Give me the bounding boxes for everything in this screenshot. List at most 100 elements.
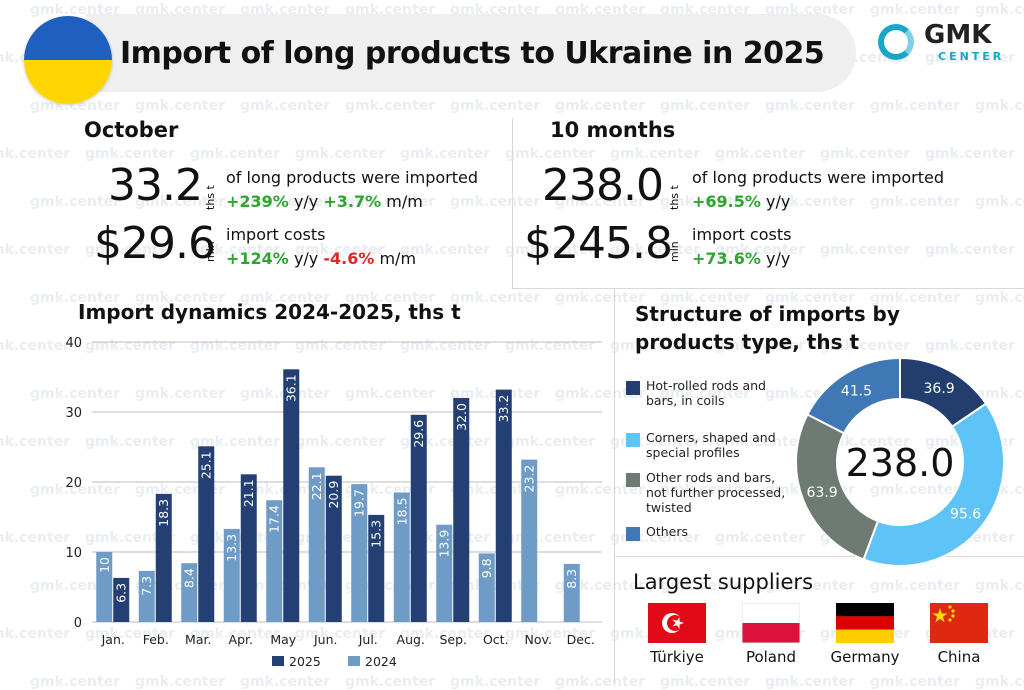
ten-months-cost-unit: mln (668, 241, 681, 262)
bar-value-label: 18.5 (394, 498, 409, 526)
watermark-text: gmk.center (400, 146, 491, 162)
x-tick-label: Feb. (143, 632, 169, 647)
watermark-text: gmk.center (975, 2, 1024, 18)
legend-label: Corners, shaped and special profiles (646, 430, 776, 460)
turkey-flag-icon (648, 603, 706, 643)
y-tick-label: 10 (65, 546, 82, 561)
ten-months-yy-label: y/y (766, 192, 791, 211)
bar-value-label: 8.4 (182, 568, 197, 588)
ten-months-volume-yy: +69.5% (692, 192, 761, 211)
watermark-text: gmk.center (975, 98, 1024, 114)
watermark-text: gmk.center (240, 98, 331, 114)
donut-value-label: 95.6 (950, 507, 981, 523)
bar-value-label: 6.3 (114, 583, 129, 603)
october-volume-change: +239% y/y +3.7% m/m (226, 192, 423, 211)
watermark-text: gmk.center (555, 290, 646, 306)
legend-swatch (626, 381, 640, 395)
watermark-text: gmk.center (870, 674, 961, 690)
bar-2025 (410, 414, 427, 622)
october-cost-mm: -4.6% (323, 249, 375, 268)
suppliers-heading: Largest suppliers (633, 570, 814, 594)
watermark-text: gmk.center (135, 98, 226, 114)
x-tick-label: Jun. (313, 632, 338, 647)
watermark-text: gmk.center (450, 98, 541, 114)
ten-months-cost-desc: import costs (692, 225, 792, 244)
divider-vertical-bottom (614, 288, 615, 683)
donut-chart: 36.9 95.6 63.9 41.5 238.0 (795, 356, 1005, 567)
watermark-text: gmk.center (925, 146, 1016, 162)
october-yy-label: y/y (293, 192, 319, 211)
legend-label: Other rods and bars, not further process… (646, 470, 786, 515)
october-heading: October (84, 118, 179, 142)
legend-label-2025: 2025 (289, 654, 321, 669)
legend-swatch-2024 (348, 656, 360, 666)
october-volume-yy: +239% (226, 192, 289, 211)
x-tick-label: Jan. (101, 632, 125, 647)
x-tick-label: Sep. (439, 632, 467, 647)
bar-value-label: 20.9 (326, 481, 341, 509)
bar-value-label: 10 (97, 557, 112, 573)
watermark-text: gmk.center (30, 194, 121, 210)
bar-2024 (393, 492, 410, 622)
donut-value-label: 41.5 (841, 384, 872, 400)
logo-sub: CENTER (938, 50, 1005, 63)
bar-2024 (351, 484, 368, 622)
bar-value-label: 36.1 (284, 374, 299, 402)
bar-2025 (453, 398, 470, 622)
x-tick-label: Mar. (185, 632, 211, 647)
bar-2024 (563, 563, 580, 622)
bar-value-label: 23.2 (522, 465, 537, 493)
y-tick-label: 20 (65, 476, 82, 491)
legend-label: Others (646, 524, 689, 539)
ten-months-volume-unit: ths t (668, 185, 681, 210)
legend-swatch (626, 433, 640, 447)
bar-2025 (368, 514, 385, 622)
watermark-text: gmk.center (870, 194, 961, 210)
ukraine-flag-icon (24, 16, 112, 104)
bar-2024 (521, 459, 538, 622)
x-tick-label: Dec. (567, 632, 595, 647)
legend-swatch (626, 527, 640, 541)
ten-months-volume-change: +69.5% y/y (692, 192, 790, 211)
october-cost-yy-label: y/y (293, 249, 319, 268)
x-tick-label: May (270, 632, 296, 647)
bar-2024 (478, 553, 495, 622)
divider-horizontal-right (512, 288, 1024, 289)
x-tick-label: Nov. (525, 632, 552, 647)
bar-2025 (155, 493, 172, 622)
bar-value-label: 15.3 (369, 520, 384, 548)
bar-value-label: 8.3 (564, 569, 579, 589)
watermark-text: gmk.center (660, 98, 751, 114)
october-cost-change: +124% y/y -4.6% m/m (226, 249, 416, 268)
watermark-text: gmk.center (190, 146, 281, 162)
bar-2024 (308, 467, 325, 622)
gmk-center-logo: GMK CENTER (876, 20, 1006, 72)
ten-months-volume-desc: of long products were imported (692, 168, 944, 187)
germany-flag-icon (836, 603, 894, 643)
x-tick-label: Aug. (397, 632, 425, 647)
y-tick-label: 0 (74, 616, 82, 631)
ten-months-volume: 238.0 (542, 160, 664, 211)
watermark-text: gmk.center (820, 242, 911, 258)
watermark-text: gmk.center (660, 674, 751, 690)
watermark-text: gmk.center (870, 2, 961, 18)
october-volume-desc: of long products were imported (226, 168, 478, 187)
october-volume: 33.2 (108, 160, 203, 211)
bar-value-label: 21.1 (241, 479, 256, 507)
bar-2024 (266, 500, 283, 622)
ten-months-cost: $245.8 (524, 218, 673, 269)
bar-value-label: 32.0 (454, 403, 469, 431)
bar-value-label: 13.3 (224, 534, 239, 562)
watermark-text: gmk.center (765, 98, 856, 114)
legend-label-2024: 2024 (365, 654, 397, 669)
header-bar (86, 14, 856, 92)
structure-chart-title: Structure of imports by products type, t… (635, 302, 900, 354)
donut-slice (862, 402, 1005, 567)
donut-value-label: 63.9 (807, 485, 838, 501)
legend-swatch-2025 (272, 656, 284, 666)
bar-2024 (223, 528, 240, 622)
logo-name: GMK (924, 20, 992, 50)
watermark-text: gmk.center (765, 674, 856, 690)
watermark-text: gmk.center (820, 146, 911, 162)
bar-chart: 010203040106.3Jan.7.318.3Feb.8.425.1Mar.… (65, 336, 602, 669)
